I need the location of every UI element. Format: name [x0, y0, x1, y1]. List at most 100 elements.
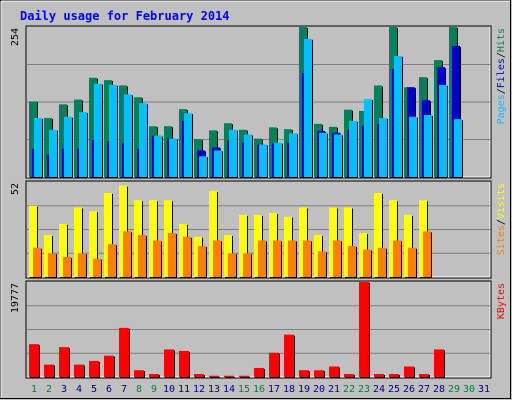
bar-pages-day-16 [259, 144, 267, 177]
bar-kbytes-day-23 [359, 282, 369, 377]
bar-pages-day-18 [289, 133, 297, 177]
bar-kbytes-day-16 [254, 367, 264, 377]
bar-kbytes-day-15 [239, 375, 249, 377]
bar-kbytes-day-9 [149, 374, 159, 377]
bar-pages-day-29 [454, 119, 462, 177]
bar-pages-day-5 [94, 83, 102, 177]
bar-hits-day-6 [104, 80, 112, 177]
legend-visits-sites: Sites/Visits [496, 183, 507, 255]
bar-kbytes-day-14 [224, 375, 234, 377]
x-tick-label-day-15: 15 [238, 384, 250, 395]
bar-sites-day-21 [333, 240, 341, 277]
bar-pages-day-22 [349, 120, 357, 177]
x-tick-label-day-22: 22 [343, 384, 355, 395]
bar-hits-day-1 [29, 101, 37, 177]
bar-hits-day-8 [134, 97, 142, 177]
x-tick-label-day-16: 16 [253, 384, 265, 395]
bar-kbytes-day-1 [29, 344, 39, 377]
bar-visits-day-4 [74, 207, 82, 277]
bar-kbytes-day-26 [404, 366, 414, 377]
bar-visits-day-5 [89, 211, 97, 277]
x-tick-label-day-8: 8 [136, 384, 142, 395]
bar-pages-day-4 [79, 112, 87, 177]
legend-entry: / [496, 219, 507, 225]
legend-entry: / [496, 88, 507, 94]
bar-sites-day-14 [228, 253, 236, 277]
x-tick-label-day-20: 20 [313, 384, 325, 395]
bar-kbytes-day-27 [419, 374, 429, 377]
x-tick-label-day-17: 17 [268, 384, 280, 395]
bar-visits-day-13 [209, 191, 217, 277]
x-tick-label-day-18: 18 [283, 384, 295, 395]
x-tick-label-day-30: 30 [463, 384, 475, 395]
panel-visits-sites: 52 Sites/Visits [10, 180, 507, 279]
legend-kbytes: KBytes [496, 283, 507, 319]
x-tick-label-day-25: 25 [388, 384, 400, 395]
bar-shadow [210, 376, 220, 378]
bar-kbytes-day-25 [389, 374, 399, 377]
legend-entry: KBytes [496, 283, 507, 319]
bar-pages-day-11 [184, 113, 192, 177]
bar-kbytes-day-10 [164, 349, 174, 377]
bar-visits-day-3 [59, 224, 67, 277]
bar-kbytes-day-19 [299, 370, 309, 377]
chart-title: Daily usage for February 2014 [20, 9, 230, 23]
bar-kbytes-day-22 [344, 374, 354, 377]
bar-pages-day-3 [64, 116, 72, 177]
x-tick-label-day-26: 26 [403, 384, 415, 395]
bar-sites-day-16 [258, 240, 266, 277]
bar-pages-day-8 [139, 103, 147, 177]
bar-kbytes-day-17 [269, 352, 279, 377]
bar-shadow [225, 376, 235, 378]
legend-entry: Sites [496, 225, 507, 255]
panel-kbytes: 19777 KBytes [10, 280, 507, 379]
y-axis-max-label: 254 [10, 28, 21, 46]
bar-kbytes-day-18 [284, 334, 294, 377]
legend-entry: / [496, 52, 507, 58]
bar-pages-day-24 [379, 117, 387, 177]
legend-entry: Pages [496, 94, 507, 124]
bar-kbytes-day-3 [59, 347, 69, 377]
bar-shadow [240, 376, 250, 378]
bar-sites-day-24 [378, 247, 386, 277]
bar-sites-day-26 [408, 247, 416, 277]
x-tick-label-day-19: 19 [298, 384, 310, 395]
bar-kbytes-day-5 [89, 360, 99, 377]
x-tick-label-day-10: 10 [163, 384, 175, 395]
bar-pages-day-14 [229, 129, 237, 177]
bar-sites-day-15 [243, 253, 251, 277]
bar-kbytes-day-21 [329, 366, 339, 377]
bar-sites-day-13 [213, 240, 221, 277]
bar-kbytes-day-12 [194, 374, 204, 377]
x-tick-label-day-27: 27 [418, 384, 430, 395]
legend-entry: Visits [496, 183, 507, 219]
bar-files-day-29 [452, 45, 460, 177]
bar-pages-day-12 [199, 156, 207, 177]
x-tick-label-day-9: 9 [151, 384, 157, 395]
x-tick-label-day-3: 3 [61, 384, 67, 395]
bar-pages-day-13 [214, 150, 222, 177]
bar-pages-day-7 [124, 94, 132, 177]
y-axis-max-label: 19777 [10, 283, 21, 313]
x-tick-label-day-13: 13 [208, 384, 220, 395]
bar-kbytes-day-28 [434, 349, 444, 377]
bar-pages-day-19 [304, 38, 312, 178]
bar-pages-day-26 [409, 116, 417, 177]
bar-visits-day-15 [239, 214, 247, 277]
x-tick-label-day-12: 12 [193, 384, 205, 395]
legend-hits-files-pages: Pages/Files/Hits [496, 28, 507, 124]
bar-pages-day-20 [319, 132, 327, 177]
bar-sites-day-27 [423, 231, 431, 277]
bar-sites-day-18 [288, 240, 296, 277]
bar-sites-day-23 [363, 249, 371, 277]
bar-hits-day-4 [74, 99, 82, 177]
bar-sites-day-17 [273, 240, 281, 277]
bar-sites-day-20 [318, 251, 326, 277]
bar-kbytes-day-8 [134, 370, 144, 377]
bar-sites-day-4 [78, 253, 86, 277]
bar-kbytes-day-4 [74, 364, 84, 377]
bar-pages-day-27 [424, 114, 432, 177]
y-axis-max-label: 52 [10, 183, 21, 195]
bar-visits-day-1 [29, 205, 37, 277]
